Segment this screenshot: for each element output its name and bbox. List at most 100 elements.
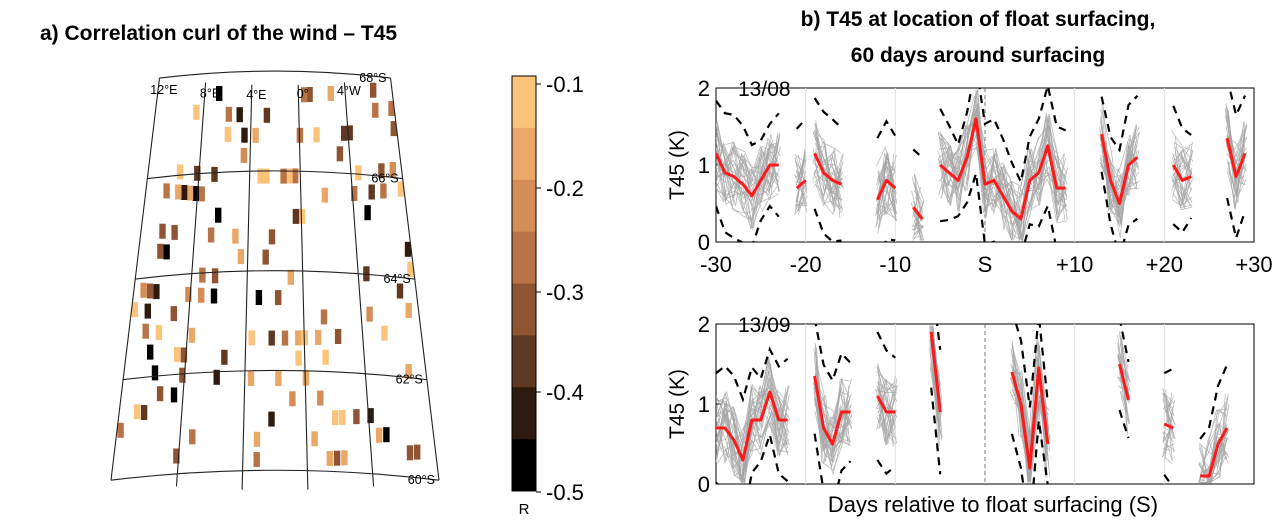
- map-cell: [368, 184, 375, 200]
- mean-line: [1172, 164, 1192, 182]
- map-cell: [380, 183, 387, 199]
- y-axis-label: T45 (K): [666, 369, 689, 439]
- bound-line: [876, 118, 897, 139]
- map-cell: [407, 261, 414, 277]
- colorbar-swatch: [512, 231, 536, 284]
- member-line: [815, 124, 842, 200]
- member-line: [797, 200, 805, 207]
- map-cell: [286, 168, 293, 184]
- member-line: [914, 174, 924, 201]
- lon-label: 4°E: [246, 88, 266, 102]
- mean-line: [1163, 422, 1174, 430]
- timeseries-panel-bottom: 0 1 2 T45 (K) 13/09 Days relative to float su…: [666, 312, 1255, 517]
- member-line: [1228, 121, 1246, 166]
- map-cell: [237, 249, 245, 265]
- map-cell: [198, 287, 205, 303]
- colorbar-tick-label: -0.1: [546, 72, 584, 97]
- member-line: [1162, 392, 1173, 432]
- member-line: [716, 130, 778, 221]
- panel-a-title: a) Correlation curl of the wind – T45: [40, 22, 398, 45]
- lon-label: 8°E: [200, 87, 220, 101]
- colorbar-swatch: [512, 76, 536, 129]
- member-line: [939, 122, 1067, 227]
- mean-line: [1225, 137, 1247, 179]
- member-line: [1200, 405, 1227, 473]
- map-cell: [333, 450, 341, 466]
- lat-label: 60°S: [408, 473, 435, 487]
- bound-line: [716, 204, 780, 242]
- map-panel: 60°S 62°S 64°S 66°S 68°S4°W 0° 4°E 8°E 12°E: [110, 70, 440, 490]
- member-line: [1164, 406, 1174, 439]
- map-cell: [389, 162, 396, 177]
- member-line: [912, 224, 924, 241]
- map-cell: [311, 431, 318, 447]
- member-line: [716, 133, 778, 229]
- mean-line: [1100, 133, 1139, 205]
- mean-line: [912, 206, 924, 220]
- mean-line: [1200, 427, 1229, 478]
- member-line: [813, 348, 851, 471]
- map-cell: [240, 147, 248, 163]
- map-cell: [159, 223, 166, 239]
- bound-line: [813, 208, 842, 242]
- map-cell: [306, 87, 313, 102]
- member-line: [876, 204, 897, 213]
- bound-line: [813, 97, 843, 129]
- mean-line: [929, 331, 942, 413]
- colorbar-tick-label: -0.5: [546, 480, 584, 505]
- map-cell: [253, 431, 261, 447]
- map-cell: [268, 229, 276, 245]
- lat-line: [123, 370, 427, 381]
- map-cell: [287, 269, 294, 285]
- mean-line: [939, 117, 1066, 221]
- member-line: [1174, 149, 1191, 172]
- map-cell: [263, 107, 271, 123]
- y-tick-label: 2: [698, 312, 710, 337]
- lat-label: 68°S: [359, 71, 386, 85]
- map-cell: [332, 410, 339, 426]
- member-line: [1227, 136, 1246, 196]
- member-line: [1100, 139, 1138, 211]
- member-line: [875, 156, 896, 210]
- map-cell: [224, 127, 232, 142]
- map-cell: [262, 249, 269, 265]
- member-line: [1163, 391, 1176, 425]
- member-line: [716, 139, 780, 191]
- map-cell: [253, 452, 260, 467]
- colorbar-tick-label: -0.2: [546, 176, 584, 201]
- member-line: [1172, 196, 1193, 207]
- map-cell: [326, 451, 333, 466]
- colorbar-swatch: [512, 179, 536, 233]
- map-cell: [320, 309, 328, 325]
- colorbar-swatch: [512, 335, 536, 388]
- member-line: [878, 388, 897, 445]
- bound-line: [1226, 197, 1247, 242]
- bound-line: [1014, 324, 1049, 408]
- map-cell: [155, 325, 163, 341]
- member-line: [717, 132, 779, 194]
- member-line: [1119, 391, 1128, 421]
- map-cell: [370, 82, 377, 98]
- member-line: [813, 378, 850, 462]
- map-cell: [341, 450, 348, 466]
- member-line: [1164, 443, 1175, 449]
- map-cell: [140, 282, 147, 298]
- y-tick-label: 1: [698, 392, 710, 417]
- map-cell: [180, 347, 188, 363]
- mean-line: [876, 395, 896, 414]
- member-line: [716, 375, 789, 480]
- map-cell: [225, 106, 233, 122]
- map-cell: [236, 107, 243, 123]
- member-line: [937, 115, 1067, 215]
- map-cell: [263, 168, 270, 184]
- map-cell: [199, 267, 206, 283]
- map-cell: [353, 409, 360, 425]
- member-line: [913, 217, 925, 227]
- member-line: [716, 134, 781, 196]
- map-cell: [163, 244, 170, 260]
- map-cell: [211, 166, 218, 182]
- member-line: [1119, 343, 1129, 376]
- x-tick-label: -10: [879, 252, 911, 277]
- panel-date-label: 13/08: [738, 78, 791, 101]
